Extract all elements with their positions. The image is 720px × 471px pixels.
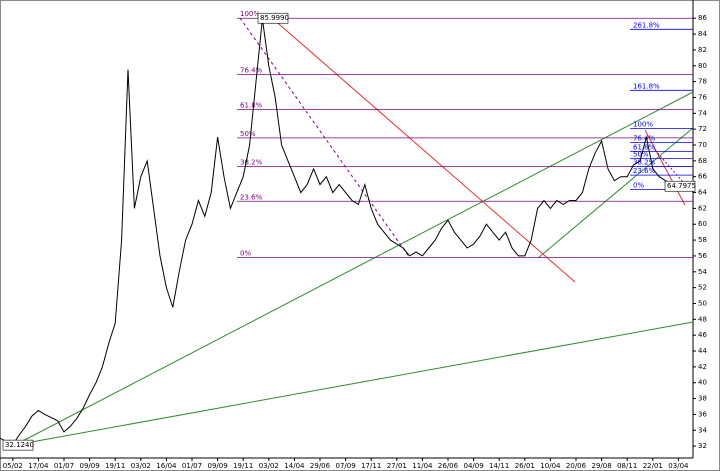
price-line: [0, 18, 685, 446]
x-tick-label: 09/09: [80, 462, 100, 470]
x-tick-label: 01/07: [182, 462, 202, 470]
y-tick-label: 84: [698, 30, 707, 38]
y-tick-label: 68: [698, 157, 707, 165]
fib-label: 0%: [240, 250, 251, 258]
x-tick-label: 20/06: [566, 462, 587, 470]
fib-label: 38.2%: [633, 158, 656, 166]
x-tick-label: 17/11: [361, 462, 381, 470]
x-tick-label: 14/11: [489, 462, 509, 470]
x-tick-label: 10/04: [540, 462, 561, 470]
x-tick-label: 29/06: [310, 462, 331, 470]
x-tick-label: 03/02: [131, 462, 151, 470]
trend-line: [239, 17, 411, 259]
y-tick-label: 64: [698, 189, 707, 197]
y-tick-label: 58: [698, 236, 707, 244]
y-tick-label: 48: [698, 315, 707, 323]
trend-line: [14, 321, 694, 446]
fib-label: 38.2%: [240, 158, 263, 166]
y-tick-label: 76: [698, 93, 707, 101]
fib-label: 100%: [633, 120, 653, 128]
y-tick-label: 56: [698, 252, 707, 260]
y-tick-label: 70: [698, 141, 707, 149]
x-tick-label: 14/04: [284, 462, 305, 470]
x-tick-label: 01/07: [54, 462, 74, 470]
y-tick-label: 34: [698, 426, 707, 434]
y-tick-label: 82: [698, 46, 707, 54]
y-tick-label: 80: [698, 62, 707, 70]
price-label: 32.1240: [5, 441, 34, 449]
x-tick-label: 04/09: [464, 462, 484, 470]
x-tick-label: 11/04: [412, 462, 433, 470]
fib-label: 61.8%: [633, 143, 656, 151]
price-label-box: [2, 439, 34, 451]
x-tick-label: 19/11: [233, 462, 253, 470]
y-tick-label: 32: [698, 442, 707, 450]
price-label-box: [257, 12, 289, 24]
y-tick-label: 66: [698, 173, 707, 181]
y-tick-label: 46: [698, 331, 707, 339]
x-tick-label: 03/02: [259, 462, 279, 470]
fib-label: 0%: [633, 181, 644, 189]
y-tick-label: 40: [698, 379, 707, 387]
y-tick-label: 54: [698, 268, 707, 276]
trend-line: [14, 91, 694, 446]
y-tick-label: 38: [698, 395, 707, 403]
x-tick-label: 07/09: [336, 462, 356, 470]
trend-line: [537, 127, 694, 259]
y-tick-label: 52: [698, 284, 707, 292]
x-tick-label: 16/04: [156, 462, 177, 470]
y-tick-label: 78: [698, 78, 707, 86]
y-tick-label: 44: [698, 347, 707, 355]
x-tick-label: 17/04: [28, 462, 49, 470]
price-label: 64.7975: [667, 182, 696, 190]
fib-label: 261.8%: [633, 21, 660, 29]
x-tick-label: 27/01: [387, 462, 407, 470]
price-label-box: [664, 180, 696, 192]
fib-label: 76.4%: [240, 66, 263, 74]
y-tick-label: 86: [698, 14, 707, 22]
y-tick-label: 74: [698, 109, 707, 117]
fib-label: 50%: [633, 150, 649, 158]
y-tick-label: 36: [698, 410, 707, 418]
fib-label: 100%: [240, 10, 260, 18]
x-tick-label: 29/08: [592, 462, 612, 470]
x-tick-label: 19/11: [105, 462, 125, 470]
fib-label: 23.6%: [633, 167, 656, 175]
x-tick-label: 03/04: [668, 462, 689, 470]
price-label: 85.9990: [260, 14, 289, 22]
fib-label: 50%: [240, 130, 256, 138]
x-tick-label: 26/01: [515, 462, 535, 470]
fib-label: 161.8%: [633, 82, 660, 90]
x-tick-label: 22/01: [643, 462, 663, 470]
fib-label: 23.6%: [240, 193, 263, 201]
fib-label: 61.8%: [240, 101, 263, 109]
x-tick-label: 08/11: [617, 462, 637, 470]
x-tick-label: 05/02: [3, 462, 23, 470]
y-tick-label: 60: [698, 220, 707, 228]
trend-line: [271, 17, 576, 283]
x-tick-label: 26/06: [438, 462, 459, 470]
y-tick-label: 42: [698, 363, 707, 371]
y-tick-label: 62: [698, 204, 707, 212]
fib-label: 76.4%: [633, 135, 656, 143]
y-tick-label: 72: [698, 125, 707, 133]
y-tick-label: 50: [698, 299, 707, 307]
x-tick-label: 09/09: [208, 462, 228, 470]
